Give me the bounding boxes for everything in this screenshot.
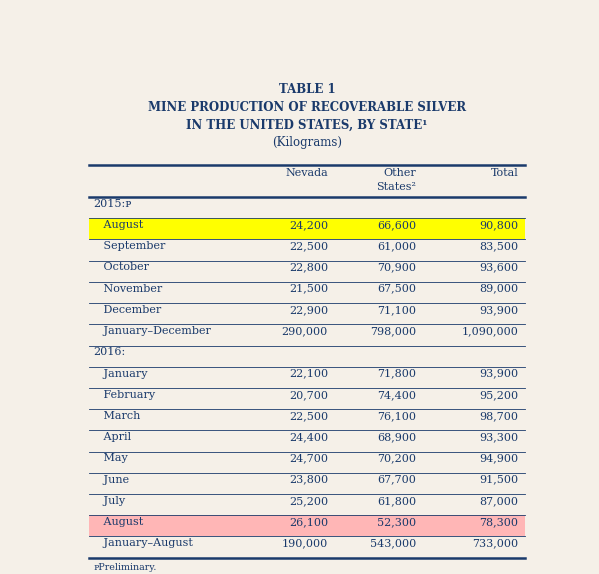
Text: 95,200: 95,200 — [479, 390, 518, 400]
Text: June: June — [93, 475, 129, 484]
Text: 733,000: 733,000 — [472, 538, 518, 548]
Text: 71,100: 71,100 — [377, 305, 416, 315]
Text: 190,000: 190,000 — [282, 538, 328, 548]
Text: 83,500: 83,500 — [479, 241, 518, 251]
Text: April: April — [93, 432, 132, 442]
Text: 61,800: 61,800 — [377, 496, 416, 506]
Text: October: October — [93, 262, 149, 273]
Text: 2015:ᴘ: 2015:ᴘ — [93, 199, 132, 209]
Text: August: August — [93, 517, 144, 527]
Text: January: January — [93, 369, 148, 378]
Text: 21,500: 21,500 — [289, 284, 328, 294]
Text: 93,900: 93,900 — [479, 369, 518, 378]
Text: 71,800: 71,800 — [377, 369, 416, 378]
Text: 290,000: 290,000 — [282, 326, 328, 336]
Text: 22,800: 22,800 — [289, 262, 328, 273]
Text: 94,900: 94,900 — [479, 453, 518, 463]
Text: ᴘPreliminary.: ᴘPreliminary. — [93, 564, 157, 572]
Text: 93,300: 93,300 — [479, 432, 518, 442]
Text: May: May — [93, 453, 128, 463]
Text: (Kilograms): (Kilograms) — [272, 136, 342, 149]
Text: September: September — [93, 241, 166, 251]
Text: 68,900: 68,900 — [377, 432, 416, 442]
Text: 70,900: 70,900 — [377, 262, 416, 273]
Text: 22,500: 22,500 — [289, 411, 328, 421]
Text: July: July — [93, 496, 126, 506]
Text: 26,100: 26,100 — [289, 517, 328, 527]
Bar — [89, 515, 525, 537]
Text: 74,400: 74,400 — [377, 390, 416, 400]
Text: 22,100: 22,100 — [289, 369, 328, 378]
Text: 78,300: 78,300 — [479, 517, 518, 527]
Text: 91,500: 91,500 — [479, 475, 518, 484]
Text: MINE PRODUCTION OF RECOVERABLE SILVER: MINE PRODUCTION OF RECOVERABLE SILVER — [148, 100, 466, 114]
Text: 90,800: 90,800 — [479, 220, 518, 230]
Text: 24,700: 24,700 — [289, 453, 328, 463]
Text: TABLE 1: TABLE 1 — [279, 83, 335, 96]
Text: January–December: January–December — [93, 326, 211, 336]
Text: December: December — [93, 305, 162, 315]
Bar — [89, 218, 525, 239]
Text: 93,900: 93,900 — [479, 305, 518, 315]
Text: 798,000: 798,000 — [370, 326, 416, 336]
Text: IN THE UNITED STATES, BY STATE¹: IN THE UNITED STATES, BY STATE¹ — [186, 118, 428, 131]
Text: 98,700: 98,700 — [479, 411, 518, 421]
Text: Nevada: Nevada — [285, 168, 328, 178]
Text: 20,700: 20,700 — [289, 390, 328, 400]
Text: States²: States² — [376, 183, 416, 192]
Text: 22,900: 22,900 — [289, 305, 328, 315]
Text: 23,800: 23,800 — [289, 475, 328, 484]
Text: February: February — [93, 390, 156, 400]
Text: Other: Other — [383, 168, 416, 178]
Text: 76,100: 76,100 — [377, 411, 416, 421]
Text: March: March — [93, 411, 141, 421]
Text: 67,500: 67,500 — [377, 284, 416, 294]
Text: 22,500: 22,500 — [289, 241, 328, 251]
Text: 2016:: 2016: — [93, 347, 126, 358]
Text: 52,300: 52,300 — [377, 517, 416, 527]
Text: 66,600: 66,600 — [377, 220, 416, 230]
Text: 543,000: 543,000 — [370, 538, 416, 548]
Text: January–August: January–August — [93, 538, 193, 548]
Text: Total: Total — [491, 168, 518, 178]
Text: 67,700: 67,700 — [377, 475, 416, 484]
Text: 93,600: 93,600 — [479, 262, 518, 273]
Text: 25,200: 25,200 — [289, 496, 328, 506]
Text: August: August — [93, 220, 144, 230]
Text: 24,200: 24,200 — [289, 220, 328, 230]
Text: 70,200: 70,200 — [377, 453, 416, 463]
Text: 24,400: 24,400 — [289, 432, 328, 442]
Text: November: November — [93, 284, 163, 294]
Text: 89,000: 89,000 — [479, 284, 518, 294]
Text: 87,000: 87,000 — [479, 496, 518, 506]
Text: 1,090,000: 1,090,000 — [461, 326, 518, 336]
Text: 61,000: 61,000 — [377, 241, 416, 251]
